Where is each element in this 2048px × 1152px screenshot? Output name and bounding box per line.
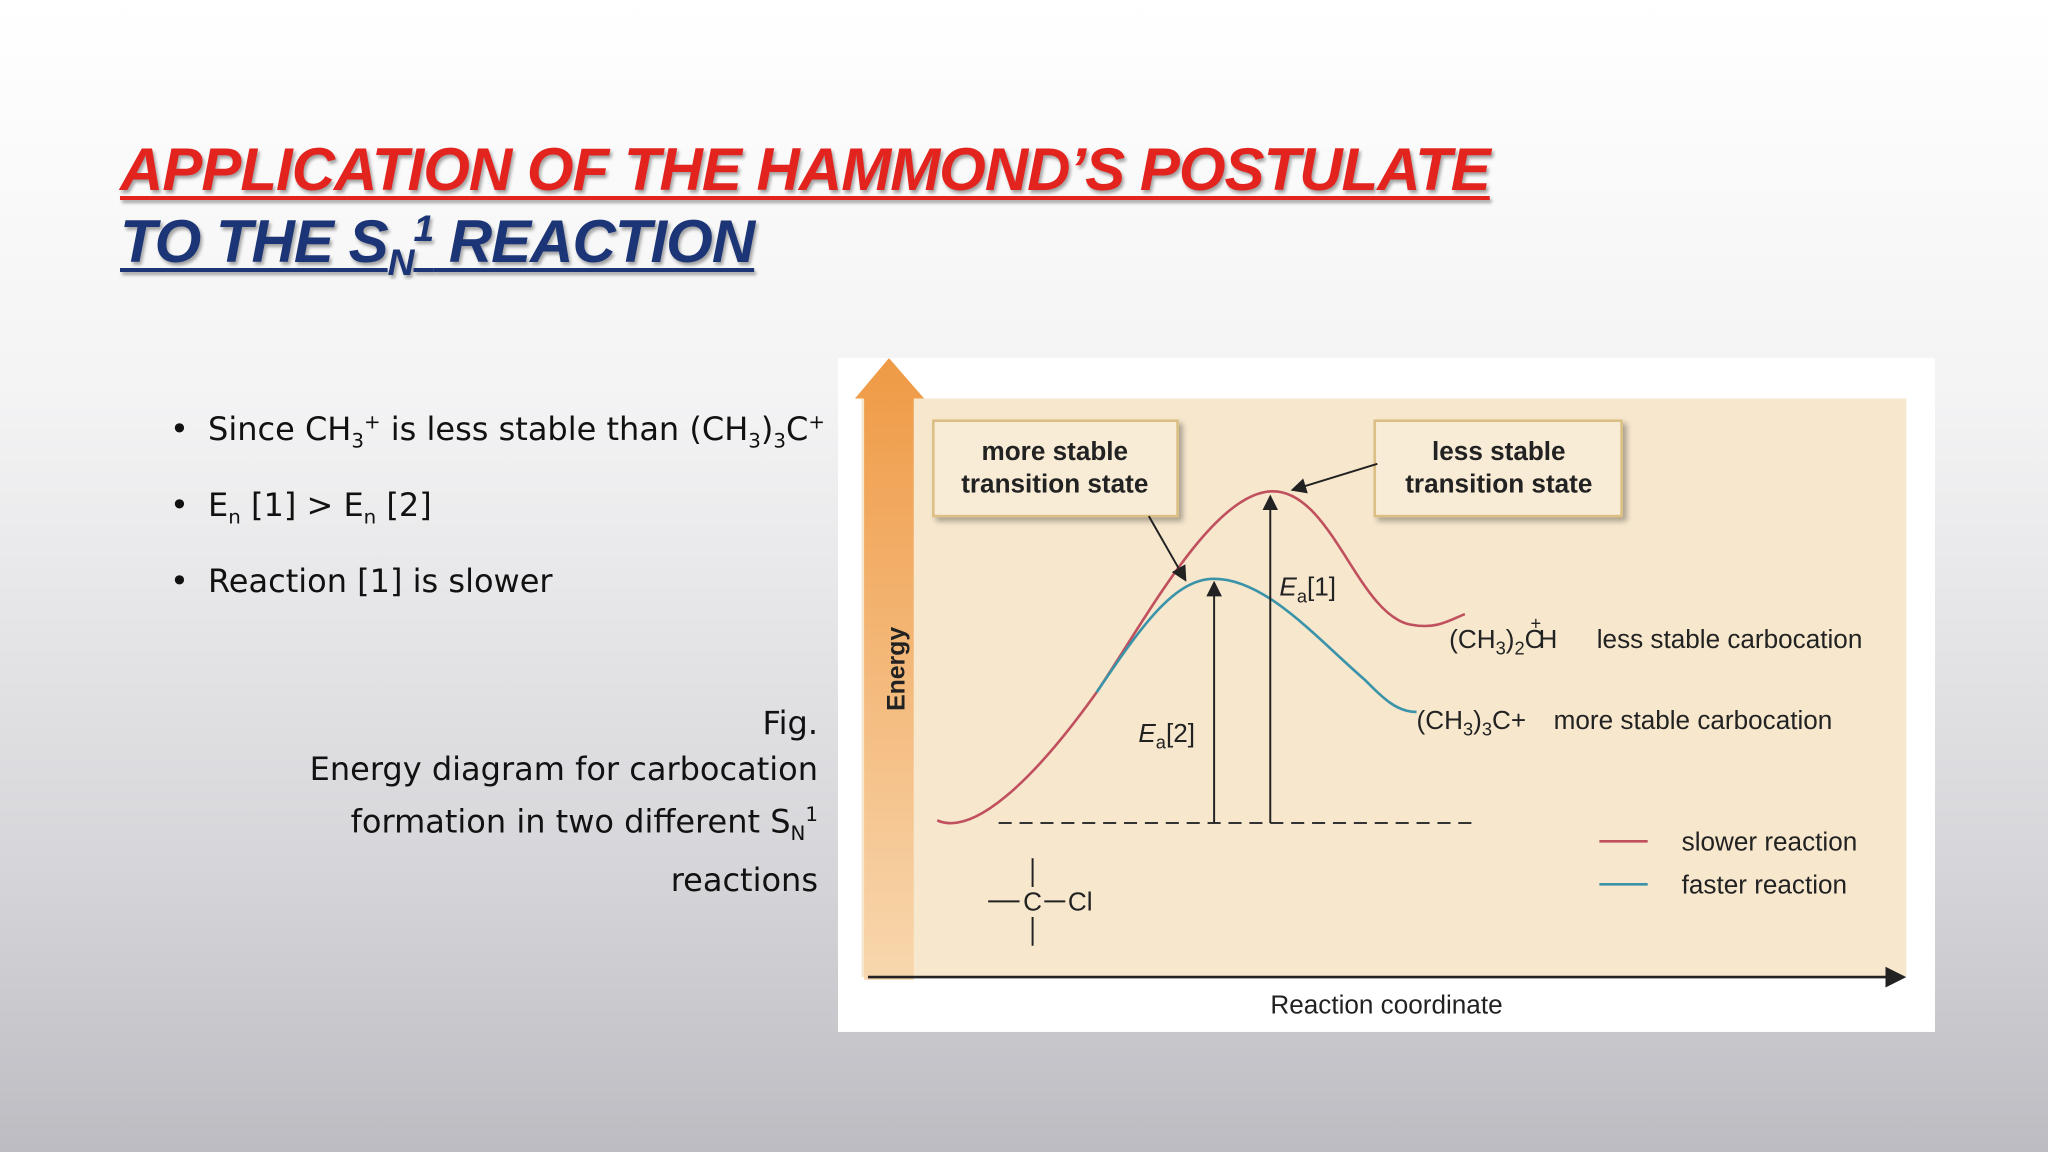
title-line-1: APPLICATION OF THE HAMMOND’S POSTULATE bbox=[120, 136, 1491, 203]
text-run: is less stable than (CH bbox=[380, 410, 749, 448]
x-axis-label: Reaction coordinate bbox=[1270, 990, 1502, 1020]
bullet-list: Since CH3+ is less stable than (CH3)3C+ … bbox=[170, 410, 825, 638]
callout-box bbox=[1373, 419, 1623, 518]
callout-arrow bbox=[1290, 462, 1378, 494]
energy-diagram: Energy Reaction coordinate Ea[1] Ea[2] m… bbox=[838, 358, 1935, 1032]
bullet: Since CH3+ is less stable than (CH3)3C+ bbox=[170, 410, 825, 486]
superscript: + bbox=[1530, 613, 1541, 634]
text-run: [2] bbox=[1166, 718, 1195, 748]
text-run: E bbox=[1279, 572, 1297, 602]
legend-label: slower reaction bbox=[1682, 826, 1858, 856]
caption-line: formation in two different SN1 bbox=[310, 792, 818, 857]
callout-text: less stable bbox=[1432, 436, 1566, 466]
text-run: E bbox=[1138, 718, 1156, 748]
text-run: ) bbox=[760, 410, 774, 448]
faster-curve bbox=[1095, 577, 1417, 714]
product-label: less stable carbocation bbox=[1597, 624, 1863, 654]
caption-line: reactions bbox=[670, 861, 818, 900]
subscript: N bbox=[790, 822, 806, 846]
text-run: (CH bbox=[1417, 705, 1463, 735]
subscript: 3 bbox=[1463, 718, 1473, 739]
legend-label: faster reaction bbox=[1682, 870, 1847, 900]
subscript: 2 bbox=[1514, 638, 1524, 659]
caption-line: Energy diagram for carbocation bbox=[309, 750, 818, 788]
callout-arrow bbox=[1147, 515, 1187, 582]
text-run: Since CH bbox=[208, 410, 352, 448]
bullet: En [1] > En [2] bbox=[170, 486, 825, 562]
text-run: C bbox=[786, 410, 809, 448]
product-formula: (CH3)3C+ bbox=[1417, 705, 1527, 740]
callout-text: transition state bbox=[961, 469, 1148, 499]
reactant-bonds bbox=[988, 858, 1066, 946]
superscript: 1 bbox=[413, 207, 434, 249]
callout-text: transition state bbox=[1405, 469, 1592, 499]
subscript: a bbox=[1297, 585, 1308, 606]
ea2-label: Ea[2] bbox=[1138, 718, 1195, 753]
superscript: 1 bbox=[805, 803, 818, 826]
figure-caption: Fig. Energy diagram for carbocation form… bbox=[310, 700, 818, 903]
subscript: n bbox=[228, 505, 241, 529]
subscript: 3 bbox=[1482, 718, 1492, 739]
callout-text: more stable bbox=[982, 436, 1129, 466]
title-line-2: TO THE SN1 REACTION bbox=[120, 207, 755, 284]
text-run: C+ bbox=[1492, 705, 1526, 735]
text-run: E bbox=[208, 486, 229, 524]
ea1-label: Ea[1] bbox=[1279, 572, 1336, 607]
subscript: n bbox=[363, 505, 377, 529]
energy-arrow bbox=[854, 358, 925, 980]
text-run: TO THE S bbox=[120, 208, 389, 275]
y-axis-label: Energy bbox=[884, 627, 911, 711]
text-run: [1] bbox=[1307, 572, 1336, 602]
superscript: + bbox=[808, 410, 825, 434]
text-run: formation in two different S bbox=[350, 802, 791, 841]
bullet: Reaction [1] is slower bbox=[170, 562, 825, 638]
text-run: ) bbox=[1506, 624, 1515, 654]
text-run: (CH bbox=[1449, 624, 1495, 654]
text-run: Reaction [1] is slower bbox=[208, 562, 553, 600]
callout-box bbox=[932, 419, 1179, 518]
product-label: more stable carbocation bbox=[1554, 705, 1833, 735]
text-run: ) bbox=[1473, 705, 1482, 735]
subscript: 3 bbox=[748, 429, 761, 453]
subscript: 3 bbox=[1496, 638, 1506, 659]
text-run: REACTION bbox=[433, 208, 755, 275]
subscript: 3 bbox=[351, 429, 364, 453]
caption-line: Fig. bbox=[762, 704, 818, 742]
text-run: [1] > E bbox=[240, 486, 364, 524]
slower-curve bbox=[936, 489, 1466, 825]
text-run: H bbox=[1538, 624, 1557, 654]
subscript: a bbox=[1156, 732, 1167, 753]
reactant-atom: C bbox=[1023, 886, 1042, 916]
subscript: 3 bbox=[773, 429, 786, 453]
subscript: N bbox=[387, 241, 415, 283]
superscript: + bbox=[363, 410, 381, 434]
product-formula: (CH3)2C+ H bbox=[1449, 613, 1557, 659]
text-run: C bbox=[1525, 624, 1544, 654]
text-run: [2] bbox=[376, 486, 432, 524]
reactant-atom: Cl bbox=[1068, 886, 1093, 916]
